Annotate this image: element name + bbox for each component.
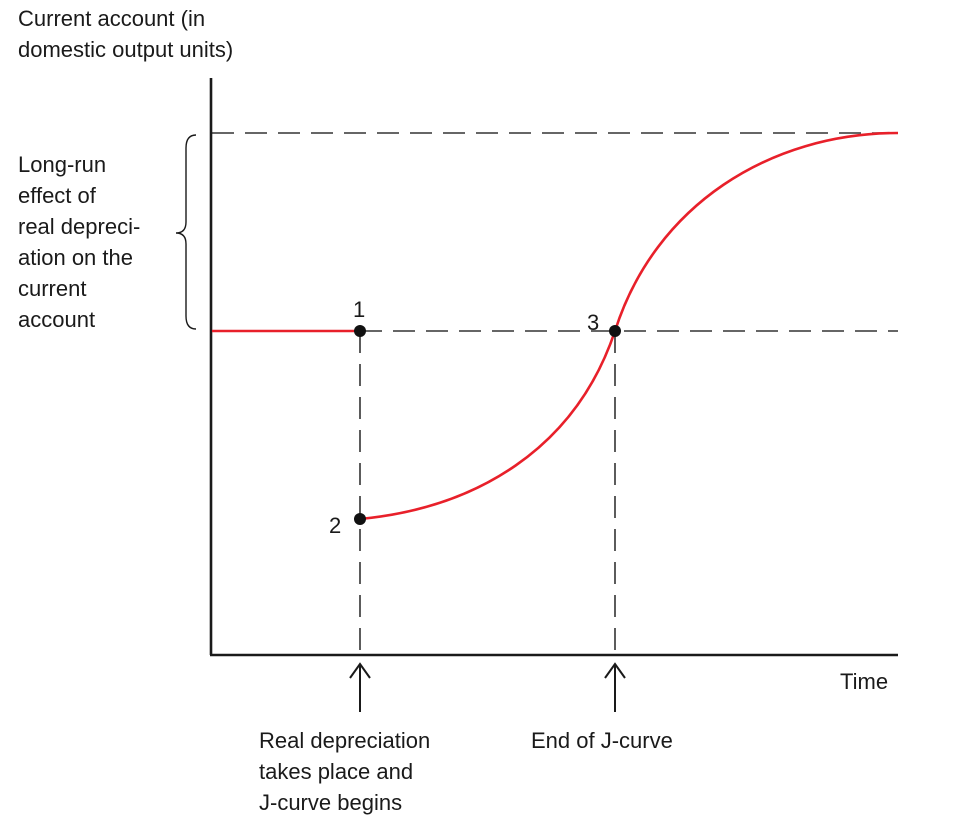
point-2-label: 2 xyxy=(329,513,342,538)
depreciation-arrow xyxy=(349,662,371,712)
brace-label-line-5: current xyxy=(18,276,87,301)
brace-label-line-4: ation on the xyxy=(18,245,133,270)
point-1-label: 1 xyxy=(353,297,366,322)
depreciation-annotation-line-2: takes place and xyxy=(259,759,414,784)
depreciation-annotation-line-1: Real depreciation xyxy=(259,728,431,753)
long-run-effect-label: Long-run effect of real depreci- ation o… xyxy=(18,149,140,335)
brace-label-line-2: effect of xyxy=(18,183,96,208)
point-2-marker xyxy=(354,513,366,525)
end-jcurve-arrow xyxy=(604,662,626,712)
point-3-label: 3 xyxy=(587,310,600,335)
y-axis-label-line-1: Current account (in xyxy=(18,6,206,31)
j-curve xyxy=(359,131,899,521)
depreciation-annotation: Real depreciation takes place and J-curv… xyxy=(259,725,430,818)
long-run-effect-brace xyxy=(175,134,197,330)
x-axis-label: Time xyxy=(840,669,889,694)
y-axis-label-line-2: domestic output units) xyxy=(18,37,234,62)
depreciation-annotation-line-3: J-curve begins xyxy=(259,790,403,815)
point-3-marker xyxy=(609,325,621,337)
brace-label-line-6: account xyxy=(18,307,96,332)
brace-label-line-1: Long-run xyxy=(18,152,107,177)
brace-label-line-3: real depreci- xyxy=(18,214,141,239)
end-jcurve-annotation: End of J-curve xyxy=(531,728,673,753)
y-axis-label: Current account (in domestic output unit… xyxy=(18,3,233,65)
point-1-marker xyxy=(354,325,366,337)
